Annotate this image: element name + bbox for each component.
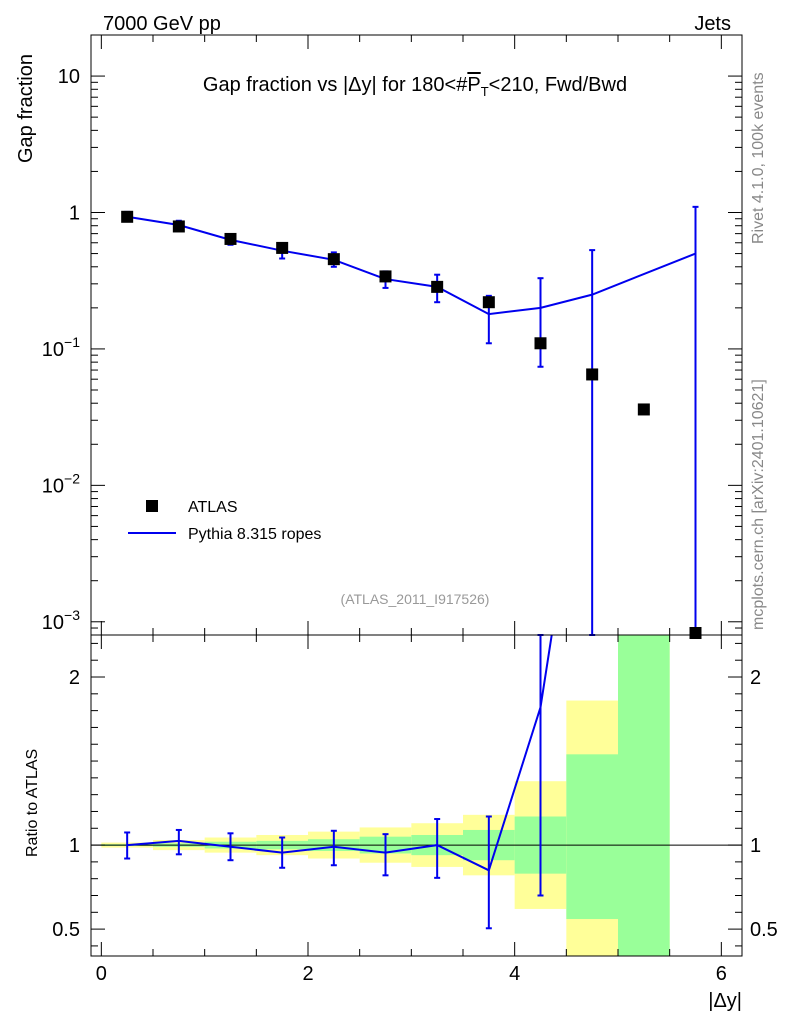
atlas-data-point [431, 280, 444, 293]
ratio-y-tick-label-left: 0.5 [52, 919, 80, 941]
atlas-data-point [327, 253, 340, 266]
legend-pythia-label: Pythia 8.315 ropes [188, 526, 321, 543]
x-axis-label: |Δy| [708, 990, 742, 1012]
main-y-tick-label: 10−3 [42, 607, 80, 634]
main-plot-title: Gap fraction vs |Δy| for 180<#PT<210, Fw… [203, 74, 627, 99]
main-y-axis-label: Gap fraction [15, 54, 37, 163]
band-inner-bin [618, 635, 670, 956]
rivet-version-label: Rivet 4.1.0, 100k events [750, 72, 767, 244]
mcplots-label: mcplots.cern.ch [arXiv:2401.10621] [750, 379, 767, 630]
atlas-data-point [121, 210, 134, 223]
main-y-tick-label: 10−2 [42, 470, 80, 497]
main-y-tick-label: 1 [69, 202, 80, 224]
atlas-data-point [482, 296, 495, 309]
legend-atlas-label: ATLAS [188, 499, 238, 516]
atlas-data-point [534, 337, 547, 350]
header-right: Jets [694, 13, 731, 35]
ratio-uncertainty-bands [91, 635, 742, 956]
ratio-y-tick-label-left: 2 [69, 667, 80, 689]
axes: 10 1 10−1 10−2 10−3 0.5 0.5 1 1 2 2 0 2 4 6 [42, 34, 778, 985]
band-inner-bin [566, 754, 618, 920]
ratio-y-tick-label-left: 1 [69, 835, 80, 857]
analysis-id-annotation: (ATLAS_2011_I917526) [341, 591, 490, 607]
ratio-y-tick-label-right: 1 [750, 835, 761, 857]
atlas-data-point [637, 403, 650, 416]
mc-series-line [127, 215, 696, 316]
x-tick-label: 0 [96, 963, 107, 985]
main-frame [90, 34, 743, 636]
x-tick-label: 6 [716, 963, 727, 985]
legend: ATLAS Pythia 8.315 ropes [128, 499, 321, 543]
ratio-frame [90, 634, 743, 957]
atlas-data-point [276, 241, 289, 254]
atlas-data-point [224, 232, 237, 245]
ratio-series-line [127, 635, 553, 872]
legend-atlas-marker [146, 500, 158, 512]
ratio-y-tick-label-right: 2 [750, 667, 761, 689]
atlas-data-point [689, 627, 702, 639]
ratio-y-tick-label-right: 0.5 [750, 919, 778, 941]
ratio-plot-area [124, 634, 553, 930]
x-tick-label: 2 [302, 963, 313, 985]
main-plot-area [121, 205, 702, 639]
main-y-tick-label: 10−1 [42, 334, 80, 361]
atlas-data-point [586, 368, 599, 381]
atlas-data-point [172, 220, 185, 233]
atlas-data-point [379, 270, 392, 283]
header-left: 7000 GeV pp [103, 13, 221, 35]
x-tick-label: 4 [509, 963, 520, 985]
ratio-y-axis-label: Ratio to ATLAS [24, 749, 41, 857]
main-y-tick-label: 10 [58, 66, 80, 88]
